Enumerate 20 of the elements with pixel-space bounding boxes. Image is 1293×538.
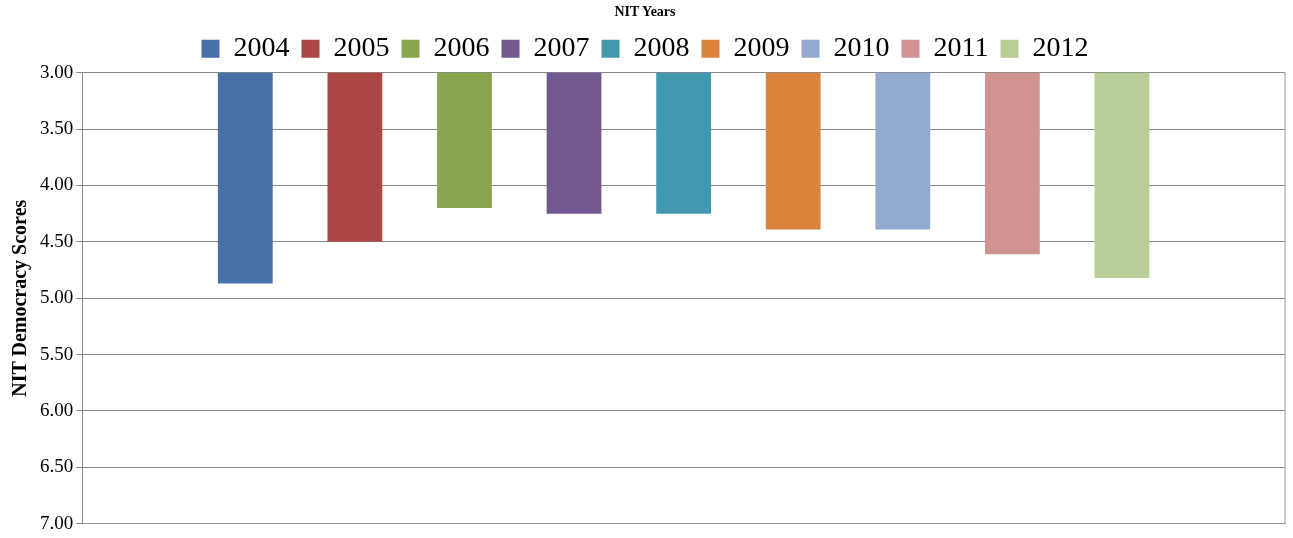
legend-label: 2004 [233, 31, 290, 63]
y-tick-label: 7.00 [40, 511, 74, 533]
legend-label: 2006 [433, 31, 490, 63]
y-tick-label: 3.00 [40, 60, 74, 82]
y-tick-label: 4.00 [40, 173, 74, 195]
legend-label: 2005 [333, 31, 390, 63]
legend-label: 2011 [933, 31, 989, 63]
legend-label: 2008 [633, 31, 690, 63]
legend-label: 2010 [833, 31, 890, 63]
y-tick-label: 6.50 [40, 455, 74, 477]
y-axis-title: NIT Democracy Scores [8, 199, 32, 397]
y-tick-label: 6.00 [40, 398, 74, 420]
legend-label: 2012 [1032, 31, 1089, 63]
legend-label: 2007 [533, 31, 590, 63]
y-tick-label: 4.50 [40, 229, 74, 251]
legend-label: 2009 [733, 31, 790, 63]
y-tick-label: 5.50 [40, 342, 74, 364]
y-tick-label: 3.50 [40, 117, 74, 139]
y-tick-label: 5.00 [40, 286, 74, 308]
chart-title: NIT Years [614, 4, 677, 20]
